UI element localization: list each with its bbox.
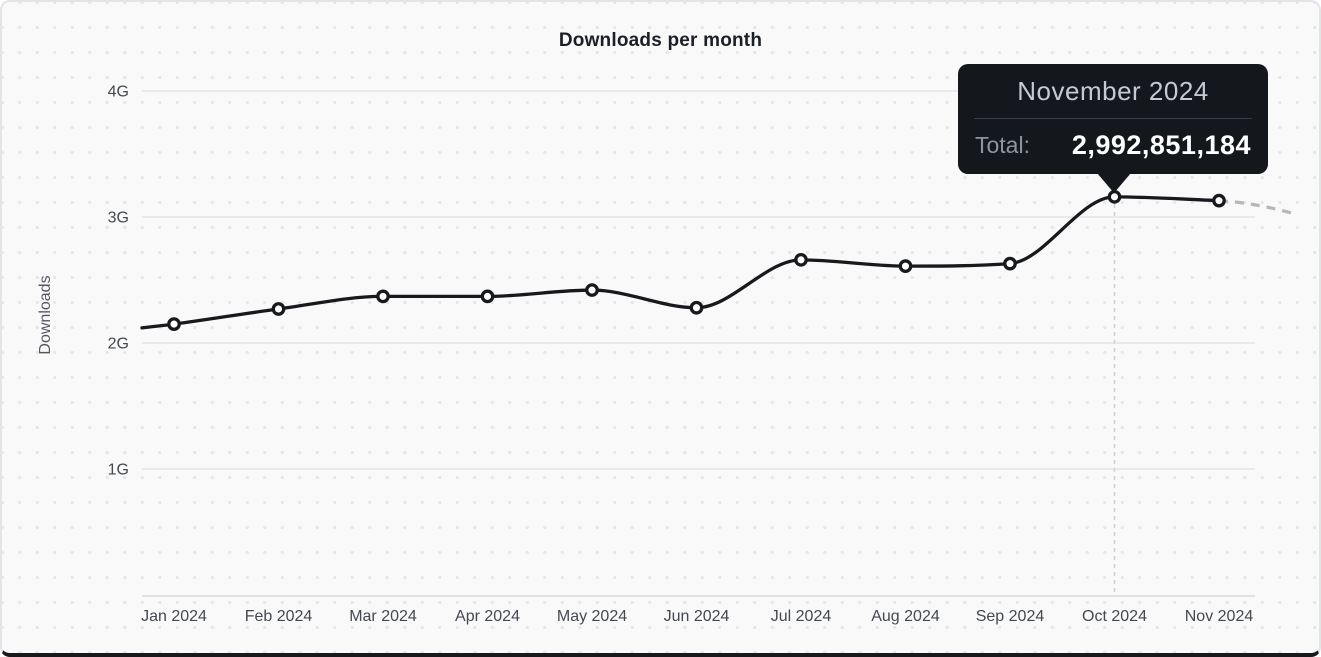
- tooltip-total-value: 2,992,851,184: [1071, 130, 1251, 160]
- data-point-sep-2024[interactable]: [1003, 256, 1017, 271]
- chart-title: Downloads per month: [558, 30, 763, 51]
- x-tick-label-oct-2024: Oct 2024: [1082, 608, 1147, 625]
- x-tick-label-jan-2024: Jan 2024: [141, 608, 207, 625]
- projection-dashed-line: [1218, 199, 1293, 215]
- x-tick-label-feb-2024: Feb 2024: [245, 608, 313, 625]
- chart-tooltip: November 2024 Total: 2,992,851,184: [958, 64, 1268, 193]
- data-point-oct-2024[interactable]: [1107, 189, 1122, 204]
- tooltip-divider: [974, 118, 1252, 119]
- data-point-feb-2024[interactable]: [271, 302, 286, 316]
- data-point-apr-2024[interactable]: [480, 289, 495, 304]
- tooltip-arrow-icon: [1097, 173, 1131, 193]
- x-tick-label-mar-2024: Mar 2024: [349, 608, 417, 625]
- x-tick-label-sep-2024: Sep 2024: [976, 608, 1045, 625]
- tooltip-total-row: Total: 2,992,851,184: [958, 119, 1268, 172]
- x-tick-label-apr-2024: Apr 2024: [455, 608, 520, 625]
- tooltip-month-title: November 2024: [1017, 75, 1209, 106]
- x-tick-label-nov-2024: Nov 2024: [1185, 608, 1254, 625]
- x-tick-label-jul-2024: Jul 2024: [771, 608, 832, 625]
- data-point-may-2024[interactable]: [585, 283, 599, 297]
- y-tick-label-4G: 4G: [108, 84, 129, 101]
- y-tick-label-1G: 1G: [108, 462, 129, 479]
- tooltip-total-label: Total:: [975, 132, 1030, 158]
- y-tick-label-2G: 2G: [108, 336, 129, 353]
- data-point-nov-2024[interactable]: [1212, 193, 1226, 208]
- data-point-aug-2024[interactable]: [898, 259, 913, 273]
- x-tick-label-jun-2024: Jun 2024: [664, 608, 730, 625]
- data-point-jan-2024[interactable]: [167, 317, 181, 331]
- data-point-jun-2024[interactable]: [689, 300, 704, 315]
- x-tick-label-aug-2024: Aug 2024: [871, 608, 940, 625]
- data-point-mar-2024[interactable]: [376, 289, 390, 304]
- data-point-jul-2024[interactable]: [794, 252, 808, 267]
- y-tick-label-3G: 3G: [108, 210, 129, 227]
- x-tick-label-may-2024: May 2024: [557, 608, 627, 625]
